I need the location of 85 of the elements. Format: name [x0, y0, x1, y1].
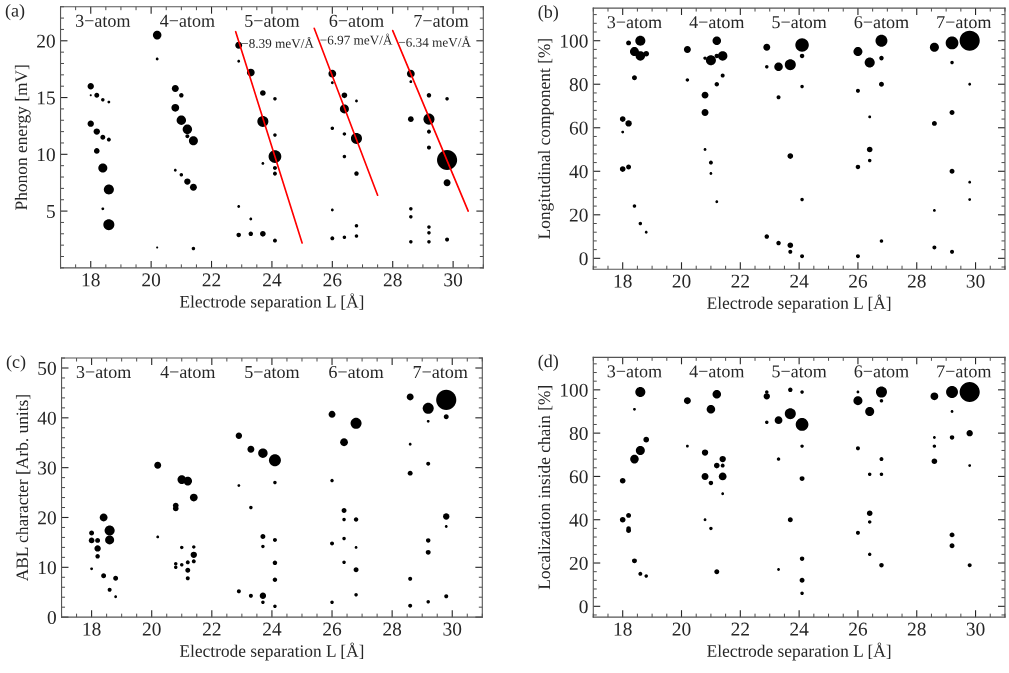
y-tick-label: 20	[569, 208, 588, 222]
x-tick-label: 30	[966, 622, 985, 636]
annotation: 3−atom	[607, 16, 662, 29]
y-tick-label: 0	[579, 252, 588, 266]
annotation: 4−atom	[160, 14, 215, 27]
x-tick-label: 30	[443, 622, 462, 636]
x-tick-label: 22	[202, 273, 221, 287]
x-axis-title: Electrode separation L [Å]	[707, 642, 891, 661]
y-axis-title: Phonon energy [mV]	[14, 65, 31, 210]
y-tick-label: 10	[38, 561, 56, 575]
y-tick-label: 100	[560, 383, 588, 397]
y-tick-label: 40	[569, 513, 588, 527]
x-tick-label: 24	[263, 622, 282, 636]
y-tick-label: 15	[37, 91, 55, 105]
x-tick-label: 20	[672, 622, 691, 636]
x-tick-label: 26	[323, 622, 342, 636]
x-tick-label: 28	[383, 622, 402, 636]
annotation: 4−atom	[160, 366, 216, 379]
x-tick-label: 20	[142, 273, 161, 287]
y-axis-title: Longitudinal component [%]	[537, 39, 554, 239]
x-axis-title: Electrode separation L [Å]	[179, 642, 364, 661]
y-tick-label: 80	[569, 78, 588, 92]
x-tick-label: 26	[849, 622, 868, 636]
y-tick-label: 0	[47, 610, 56, 625]
x-axis-title: Electrode separation L [Å]	[707, 294, 891, 313]
x-tick-label: 18	[614, 274, 632, 288]
annotation: 4−atom	[689, 365, 745, 378]
x-tick-label: 22	[202, 622, 221, 636]
x-axis-title: Electrode separation L [Å]	[179, 293, 364, 312]
y-tick-label: 30	[38, 461, 56, 475]
x-tick-label: 24	[263, 273, 282, 287]
y-tick-label: 5	[47, 205, 55, 219]
chart-title: (b)	[538, 5, 558, 22]
annotation: 7−atom	[937, 16, 992, 29]
x-tick-label: 22	[731, 622, 749, 636]
annotation: 4−atom	[689, 16, 745, 29]
annotation: 3−atom	[607, 365, 662, 378]
series-label: −6.34 meV/Å	[398, 35, 471, 47]
chart-title: (d)	[538, 354, 558, 371]
x-tick-label: 28	[383, 273, 402, 287]
y-tick-label: 100	[560, 34, 588, 48]
x-tick-label: 26	[323, 273, 342, 287]
y-tick-label: 20	[37, 34, 55, 48]
y-tick-label: 40	[569, 165, 588, 179]
annotation: 5−atom	[245, 14, 300, 27]
annotation: 5−atom	[772, 365, 827, 378]
annotation: 3−atom	[76, 14, 131, 27]
series-label: −8.39 meV/Å	[241, 36, 314, 49]
x-tick-label: 30	[966, 274, 985, 288]
x-tick-label: 30	[444, 273, 463, 287]
x-tick-label: 18	[83, 622, 101, 636]
y-tick-label: 60	[569, 121, 588, 135]
y-tick-label: 80	[569, 426, 588, 441]
annotation: 7−atom	[413, 366, 468, 379]
annotation: 6−atom	[854, 16, 909, 29]
x-tick-label: 24	[790, 622, 809, 636]
x-tick-label: 26	[849, 274, 868, 288]
annotation: 6−atom	[329, 365, 384, 379]
y-tick-label: 10	[37, 148, 55, 162]
x-tick-label: 28	[907, 622, 926, 636]
annotation: 6−atom	[854, 365, 909, 378]
chart-title: (a)	[5, 3, 25, 21]
y-tick-label: 50	[38, 361, 56, 375]
chart-title: (c)	[6, 355, 26, 372]
annotation: 7−atom	[414, 14, 469, 27]
y-axis-title: ABL character [Arb. units]	[15, 395, 31, 582]
annotation: 5−atom	[772, 16, 827, 29]
y-axis-title: Localization inside chain [%]	[537, 386, 553, 590]
annotation: 6−atom	[329, 14, 384, 27]
x-tick-label: 20	[142, 622, 161, 636]
x-tick-label: 24	[790, 274, 809, 288]
series-label: −6.97 meV/Å	[320, 33, 393, 45]
y-tick-label: 40	[37, 411, 56, 425]
y-tick-label: 60	[569, 470, 588, 484]
x-tick-label: 22	[731, 274, 749, 288]
y-tick-label: 0	[579, 600, 588, 614]
annotation: 5−atom	[245, 366, 300, 379]
annotation: 3−atom	[76, 365, 131, 379]
y-tick-label: 20	[38, 511, 56, 525]
x-tick-label: 20	[672, 274, 691, 288]
x-tick-label: 28	[907, 274, 926, 288]
y-tick-label: 20	[569, 556, 588, 570]
annotation: 7−atom	[937, 365, 992, 378]
x-tick-label: 18	[614, 622, 632, 636]
x-tick-label: 18	[82, 273, 100, 287]
